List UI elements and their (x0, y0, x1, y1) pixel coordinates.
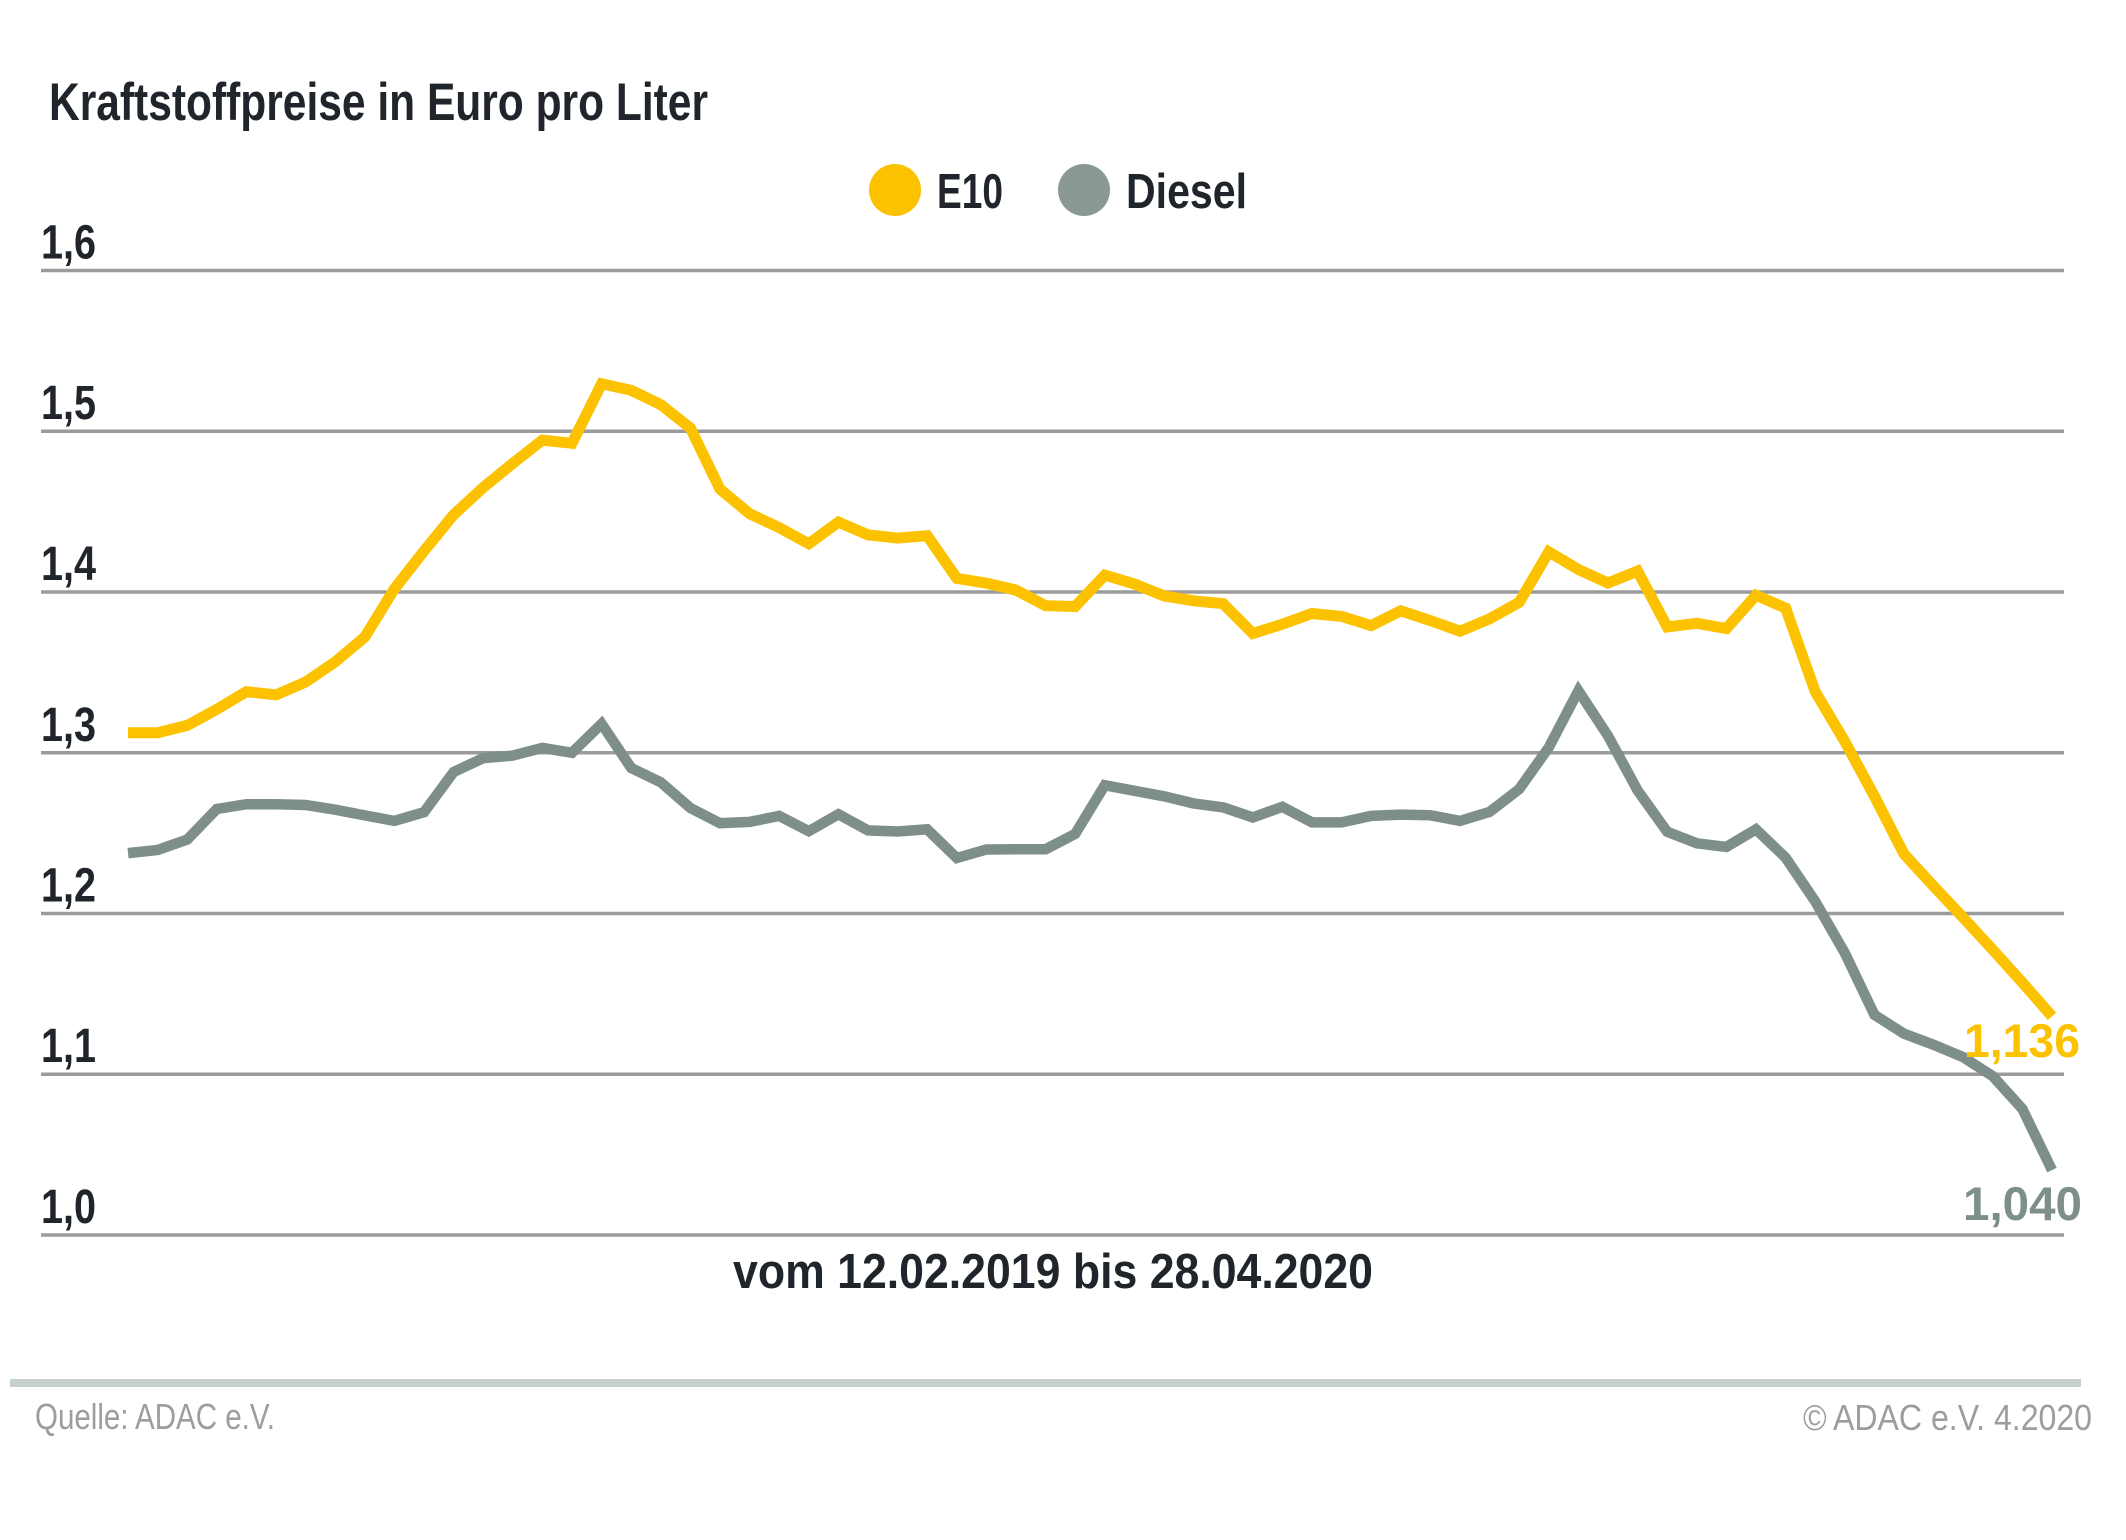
svg-text:1,5: 1,5 (41, 377, 96, 430)
svg-text:1,2: 1,2 (41, 860, 96, 913)
svg-text:Diesel: Diesel (1126, 165, 1247, 219)
svg-text:1,040: 1,040 (1963, 1177, 2082, 1230)
svg-text:Kraftstoffpreise in Euro pro L: Kraftstoffpreise in Euro pro Liter (49, 73, 708, 132)
svg-text:1,1: 1,1 (41, 1020, 96, 1073)
svg-text:1,0: 1,0 (41, 1181, 96, 1234)
svg-text:1,3: 1,3 (41, 699, 96, 752)
svg-text:1,136: 1,136 (1964, 1014, 2080, 1067)
svg-text:Quelle: ADAC e.V.: Quelle: ADAC e.V. (35, 1396, 275, 1437)
svg-text:1,4: 1,4 (41, 538, 96, 591)
svg-text:1,6: 1,6 (41, 217, 96, 270)
svg-text:E10: E10 (937, 165, 1003, 219)
svg-text:vom 12.02.2019 bis 28.04.2020: vom 12.02.2019 bis 28.04.2020 (733, 1245, 1373, 1299)
svg-text:© ADAC e.V. 4.2020: © ADAC e.V. 4.2020 (1803, 1397, 2092, 1438)
